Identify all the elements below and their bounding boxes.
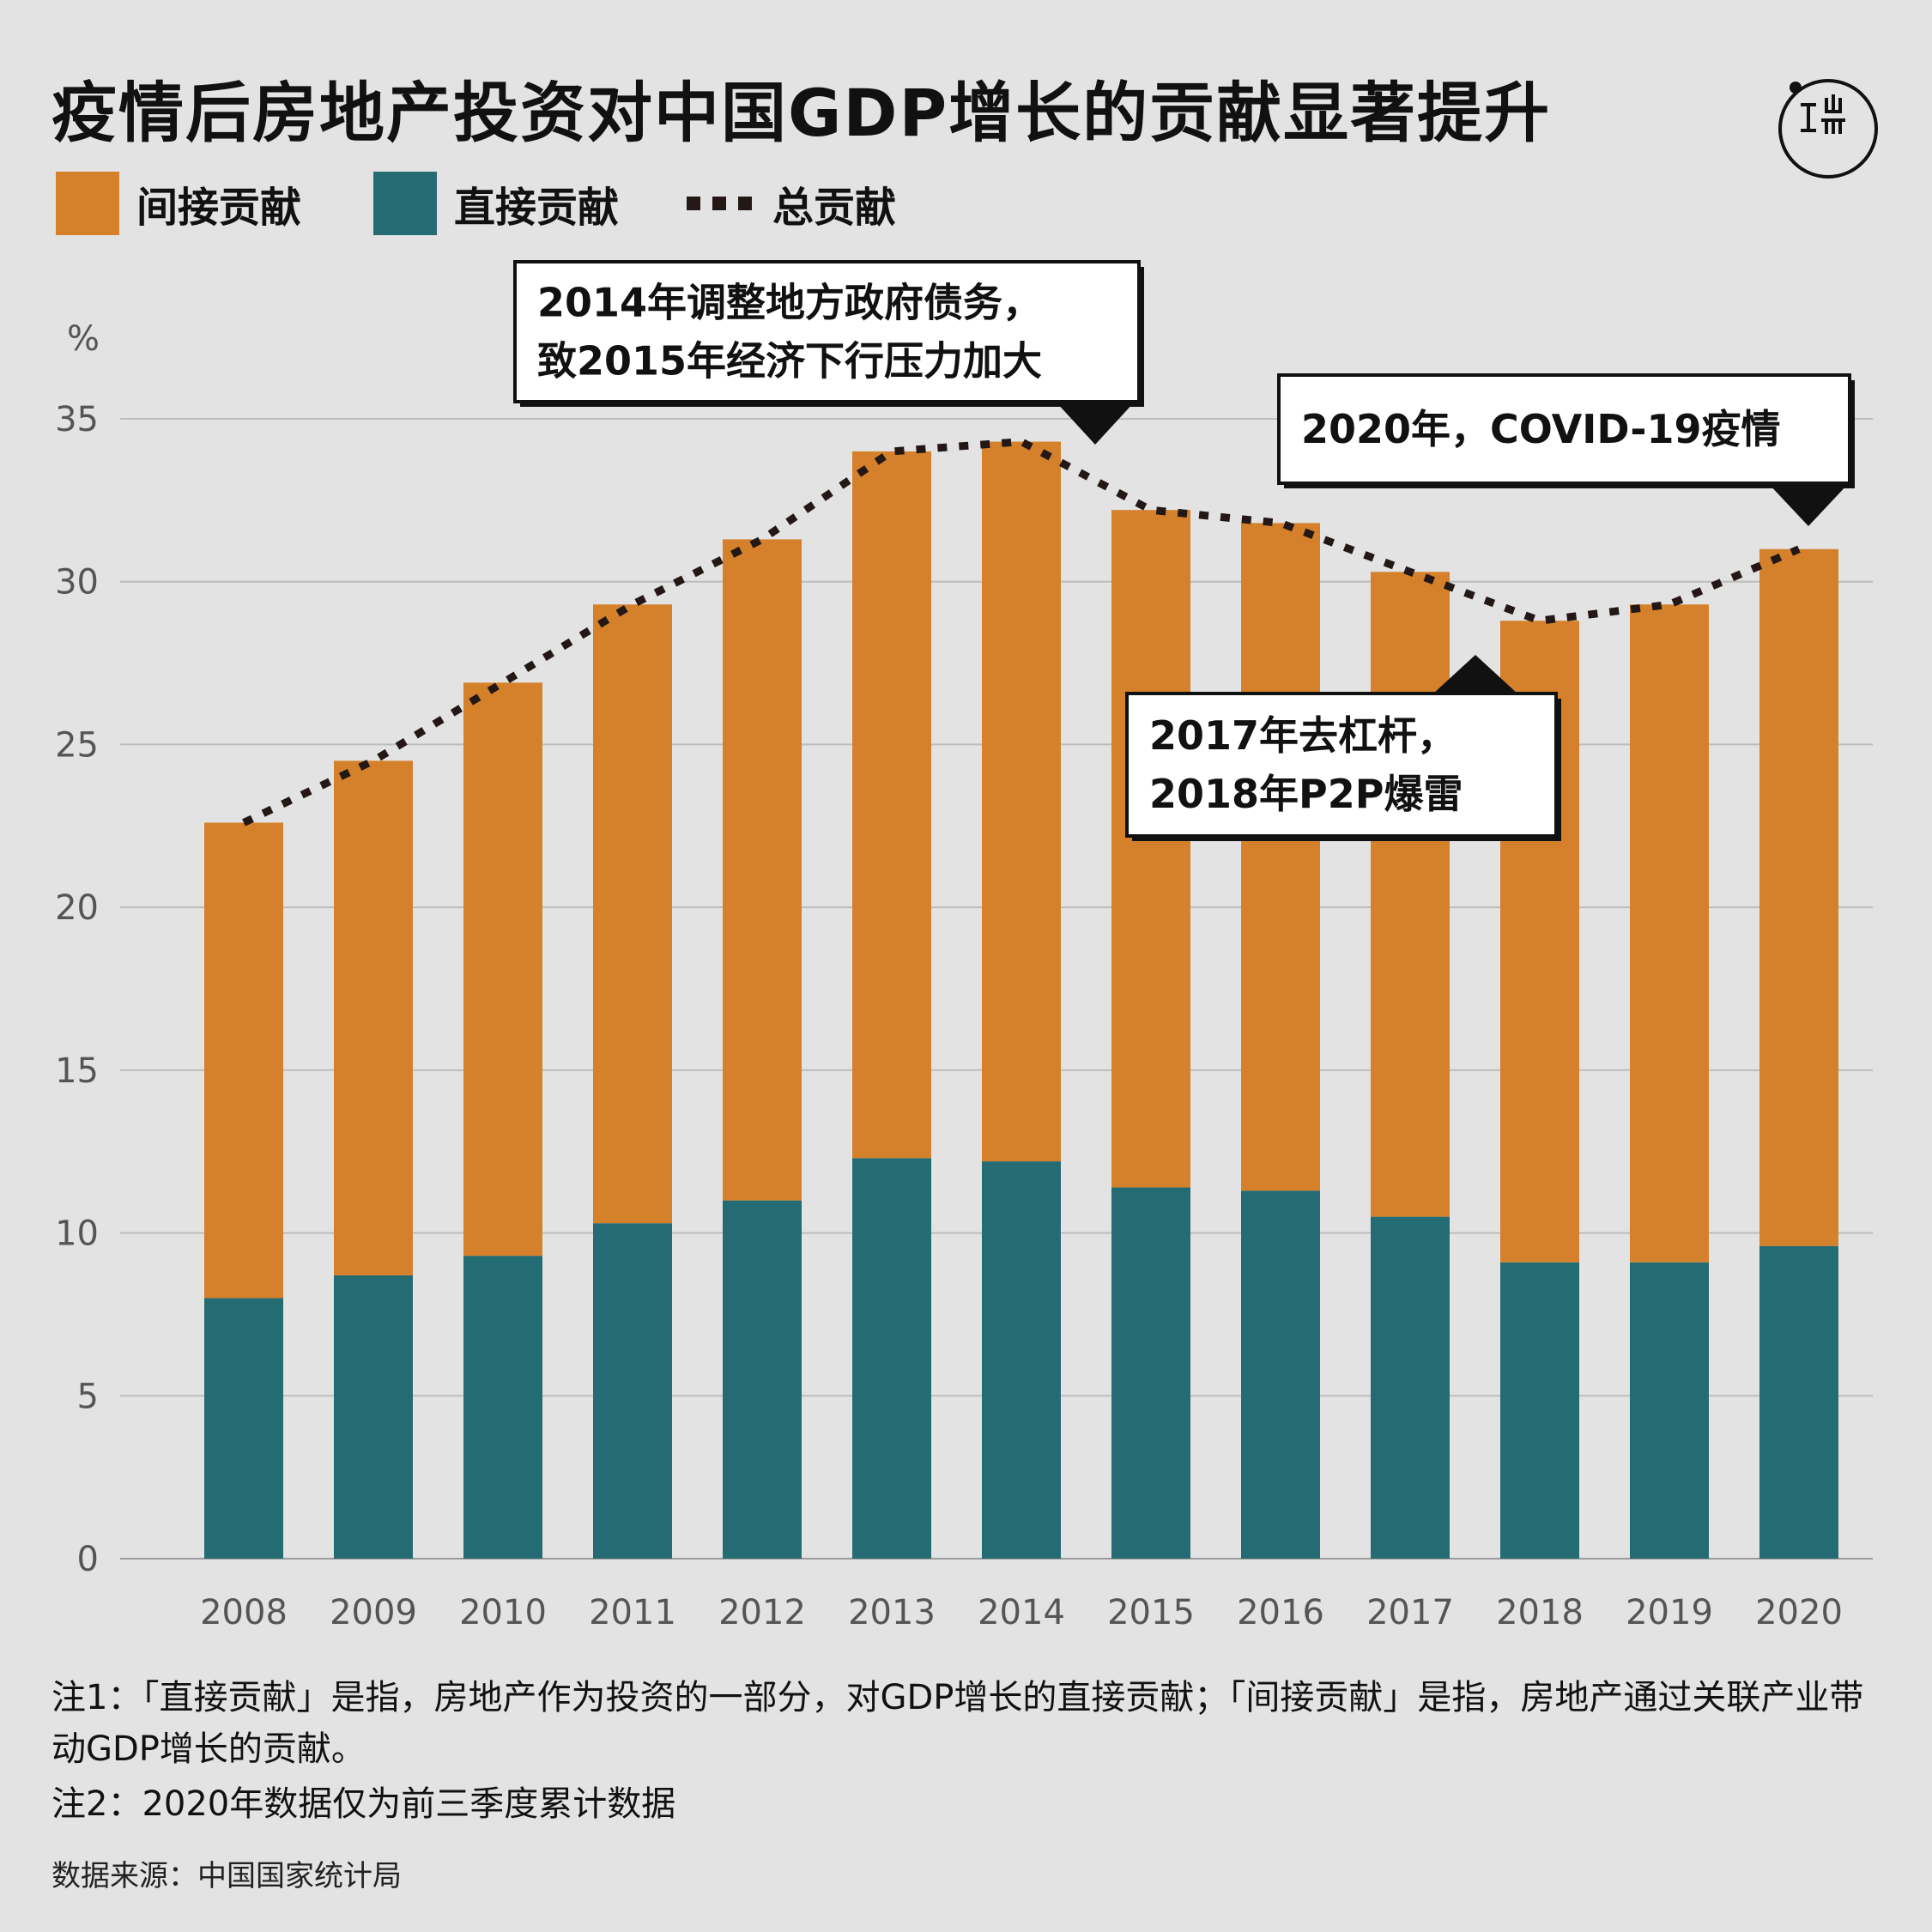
bar-direct-2009 [334, 1275, 413, 1559]
y-tick-label-30: 30 [55, 563, 99, 603]
legend-direct: 直接贡献 [373, 172, 619, 235]
note-1: 注1：「直接贡献」是指，房地产作为投资的一部分，对GDP增长的直接贡献；「间接贡… [51, 1678, 1864, 1769]
source-text: 数据来源：中国国家统计局 [51, 1859, 402, 1893]
y-tick-label-35: 35 [55, 400, 99, 439]
annotation-box-1 [513, 260, 1141, 403]
annotation-3-line-2: 2018年P2P爆雷 [1149, 771, 1463, 817]
x-tick-label-2010: 2010 [459, 1593, 547, 1631]
bar-indirect-2020 [1759, 548, 1838, 1246]
bar-direct-2013 [852, 1158, 931, 1559]
bar-indirect-2016 [1241, 523, 1320, 1191]
bar-indirect-2015 [1111, 510, 1190, 1188]
annotation-1-line-1: 2014年调整地方政府债务， [537, 280, 1042, 326]
bar-direct-2019 [1630, 1262, 1709, 1559]
bar-direct-2012 [723, 1200, 802, 1559]
annotation-pointer-2 [1768, 483, 1849, 526]
annotation-1-line-2: 致2015年经济下行压力加大 [537, 338, 1042, 385]
legend-indirect-swatch [56, 172, 119, 235]
annotation-box-3 [1125, 692, 1558, 838]
bar-direct-2014 [982, 1161, 1061, 1559]
bar-indirect-2010 [463, 682, 542, 1257]
legend-total-label: 总贡献 [772, 184, 897, 232]
legend-direct-swatch [373, 172, 437, 235]
annotation-2: 2020年，COVID-19疫情 [1277, 373, 1855, 526]
bar-indirect-2017 [1371, 572, 1450, 1217]
y-tick-label-0: 0 [77, 1540, 99, 1579]
bar-indirect-2019 [1630, 604, 1709, 1263]
x-tick-label-2020: 2020 [1755, 1593, 1843, 1631]
bar-indirect-2008 [204, 822, 283, 1299]
x-tick-label-2017: 2017 [1366, 1593, 1454, 1631]
legend-indirect-label: 间接贡献 [136, 184, 302, 232]
annotation-pointer-3 [1433, 655, 1517, 693]
bar-direct-2011 [593, 1223, 672, 1559]
annotation-3-line-1: 2017年去杠杆， [1149, 712, 1457, 759]
x-tick-label-2012: 2012 [718, 1593, 806, 1631]
bar-indirect-2014 [982, 441, 1061, 1162]
legend-direct-label: 直接贡献 [454, 184, 620, 232]
x-tick-label-2016: 2016 [1237, 1593, 1324, 1631]
x-tick-label-2018: 2018 [1496, 1593, 1584, 1631]
legend-total: 总贡献 [687, 172, 896, 235]
annotation-box-2 [1277, 373, 1851, 485]
bar-direct-2017 [1371, 1216, 1450, 1559]
x-tick-label-2014: 2014 [978, 1593, 1065, 1631]
x-tick-label-2019: 2019 [1626, 1593, 1713, 1631]
annotation-pointer-1 [1056, 402, 1135, 445]
bar-direct-2016 [1241, 1190, 1320, 1559]
bar-direct-2008 [204, 1298, 283, 1559]
initium-logo-icon [1778, 79, 1878, 179]
y-tick-label-15: 15 [55, 1051, 99, 1091]
y-tick-label-25: 25 [55, 725, 99, 765]
x-tick-label-2009: 2009 [330, 1593, 417, 1631]
annotation-2-line-1: 2020年，COVID-19疫情 [1301, 406, 1781, 452]
bar-indirect-2012 [723, 539, 802, 1201]
y-tick-label-20: 20 [55, 888, 99, 928]
x-tick-label-2011: 2011 [589, 1593, 676, 1631]
x-tick-label-2015: 2015 [1107, 1593, 1195, 1631]
y-tick-label-10: 10 [55, 1214, 99, 1254]
bar-direct-2020 [1759, 1245, 1838, 1559]
legend-total-dots [687, 197, 752, 210]
x-tick-label-2013: 2013 [848, 1593, 936, 1631]
chart-title: 疫情后房地产投资对中国GDP增长的贡献显著提升 [51, 75, 1552, 151]
x-tick-label-2008: 2008 [200, 1593, 288, 1631]
legend-indirect: 间接贡献 [56, 172, 301, 235]
bar-indirect-2013 [852, 451, 931, 1159]
annotation-3: 2017年去杠杆， 2018年P2P爆雷 [1125, 655, 1561, 841]
annotation-1: 2014年调整地方政府债务， 致2015年经济下行压力加大 [513, 260, 1144, 445]
bar-indirect-2009 [334, 760, 413, 1275]
bar-indirect-2011 [593, 604, 672, 1224]
note-2: 注2：2020年数据仅为前三季度累计数据 [51, 1784, 676, 1824]
bar-direct-2015 [1111, 1187, 1190, 1559]
stacked-bar-chart: 0 5 10 15 20 25 30 35% 2008 2009 2010 2011 2012 2013 2… [55, 260, 1873, 1631]
y-tick-label-5: 5 [77, 1377, 99, 1416]
bar-direct-2010 [463, 1256, 542, 1559]
y-axis-unit: % [67, 319, 100, 359]
bar-direct-2018 [1500, 1262, 1579, 1559]
